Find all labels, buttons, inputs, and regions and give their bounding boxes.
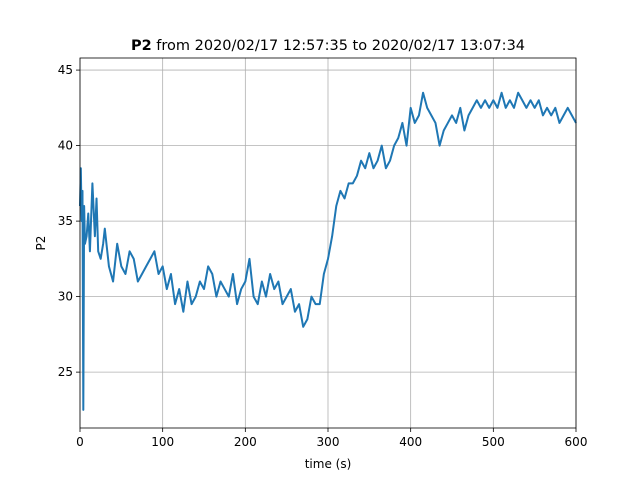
x-axis-ticks: 0 100 200 300 400 500 600	[76, 428, 587, 449]
chart-title: P2 from 2020/02/17 12:57:35 to 2020/02/1…	[131, 38, 525, 54]
x-tick-label: 400	[399, 435, 422, 449]
y-tick-label: 45	[58, 63, 73, 77]
x-tick-label: 100	[151, 435, 174, 449]
x-tick-label: 500	[482, 435, 505, 449]
y-tick-label: 30	[58, 290, 73, 304]
y-axis-ticks: 25 30 35 40 45	[58, 63, 80, 379]
y-tick-label: 40	[58, 139, 73, 153]
x-tick-label: 300	[317, 435, 340, 449]
x-axis-label: time (s)	[305, 457, 352, 471]
series-line	[79, 91, 577, 411]
series-layer	[79, 91, 577, 411]
x-tick-label: 600	[565, 435, 588, 449]
x-tick-label: 200	[234, 435, 257, 449]
y-axis-label: P2	[34, 236, 48, 251]
chart-title-bold: P2	[131, 38, 152, 54]
y-tick-label: 35	[58, 214, 73, 228]
chart-title-rest: from 2020/02/17 12:57:35 to 2020/02/17 1…	[152, 38, 525, 54]
y-tick-label: 25	[58, 365, 73, 379]
x-tick-label: 0	[76, 435, 84, 449]
